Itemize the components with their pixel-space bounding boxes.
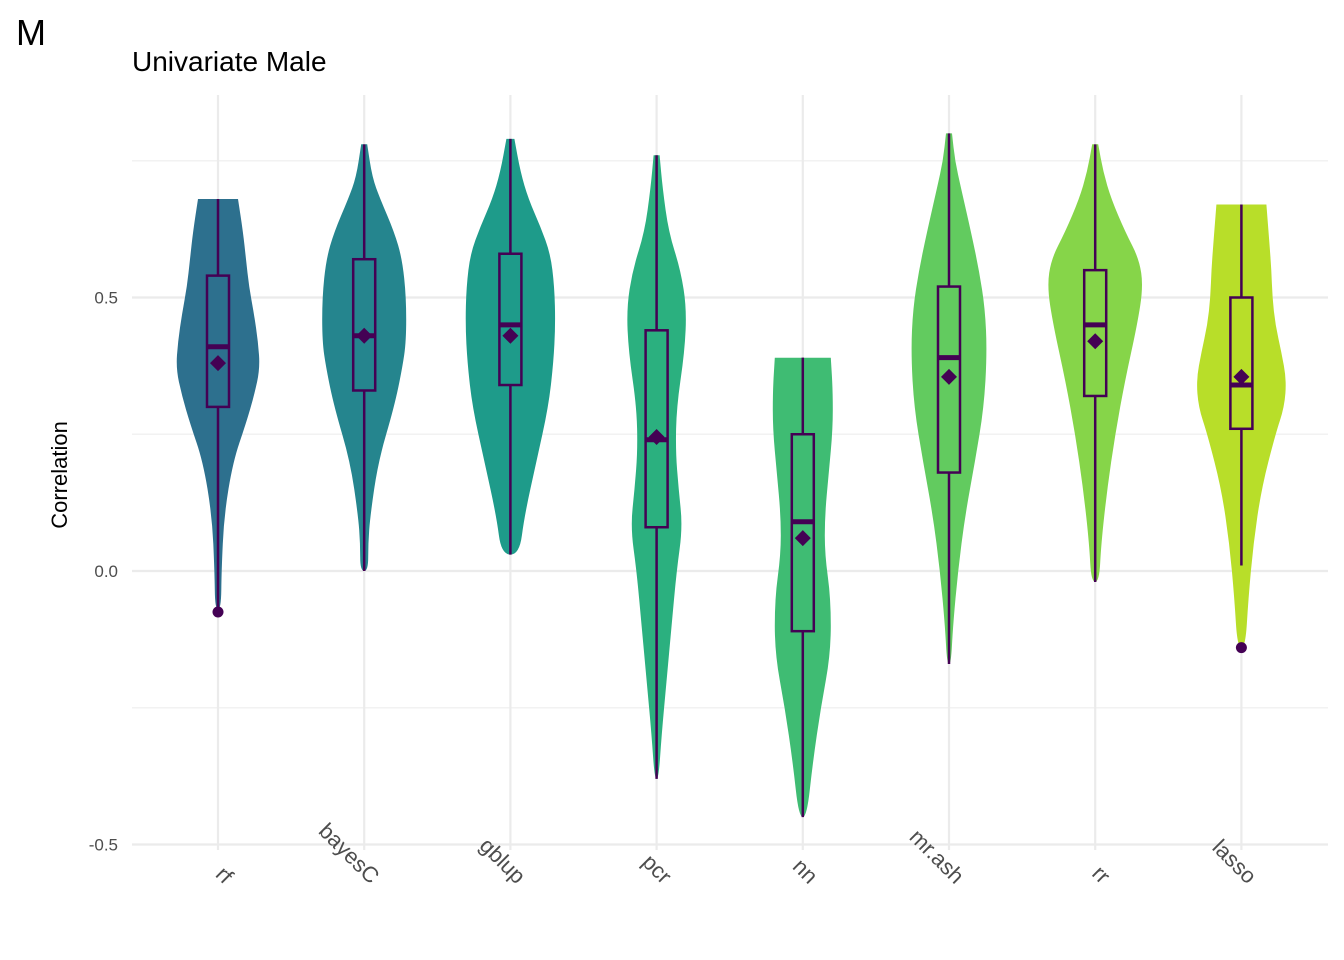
box-rr	[1082, 268, 1108, 398]
y-axis-title: Correlation	[47, 421, 72, 529]
x-tick-label: rr	[1087, 860, 1115, 888]
mean-marker-lasso	[1233, 368, 1250, 385]
x-tick-labels: rf bayesC gblup pcr nn mr.ash rr lasso	[211, 818, 1262, 889]
x-tick-label: pcr	[637, 849, 676, 888]
y-tick-label: 0.0	[94, 562, 118, 581]
outlier-lasso	[1235, 642, 1247, 654]
x-tick-label: mr.ash	[905, 824, 969, 888]
boxplot-layer	[205, 133, 1254, 818]
x-tick-label: rf	[211, 861, 239, 889]
x-tick-label: bayesC	[314, 818, 385, 889]
y-tick-label: 0.5	[94, 289, 118, 308]
violin-layer	[176, 133, 1286, 818]
y-tick-label: -0.5	[89, 836, 118, 855]
box-lasso	[1229, 296, 1254, 431]
panel-tag: M	[16, 12, 46, 53]
mean-marker-nn	[794, 530, 811, 547]
box-rf	[205, 274, 231, 409]
outlier-rf	[212, 606, 224, 618]
x-tick-label: lasso	[1208, 835, 1262, 889]
mean-marker-mr.ash	[941, 368, 957, 385]
grid-layer	[132, 95, 1328, 850]
mean-marker-gblup	[502, 327, 519, 344]
mean-marker-rf	[210, 355, 226, 372]
mean-marker-rr	[1087, 333, 1104, 350]
box-pcr	[644, 329, 669, 529]
chart-title: Univariate Male	[132, 46, 327, 77]
box-bayesC	[351, 257, 377, 392]
x-tick-label: gblup	[475, 833, 531, 889]
box-gblup	[498, 252, 523, 387]
x-tick-label: nn	[788, 854, 823, 889]
y-tick-labels: -0.5 0.0 0.5	[89, 289, 118, 855]
mean-marker-pcr	[648, 428, 665, 445]
mean-marker-bayesC	[356, 327, 373, 344]
